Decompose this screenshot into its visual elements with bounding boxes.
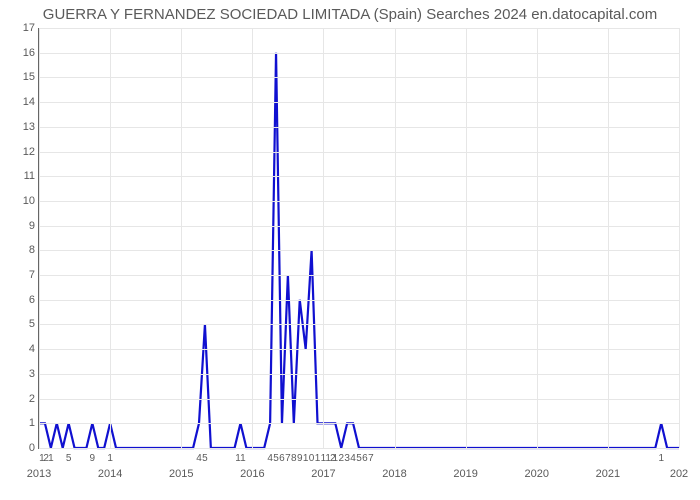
gridline-horizontal [39, 275, 679, 276]
y-tick-label: 9 [5, 220, 35, 232]
x-tick-minor-label: 5 [66, 453, 72, 464]
y-tick-label: 3 [5, 368, 35, 380]
gridline-horizontal [39, 399, 679, 400]
x-tick-minor-label: 3 [344, 453, 350, 464]
line-series-svg [39, 28, 679, 448]
gridline-horizontal [39, 201, 679, 202]
gridline-vertical [181, 28, 182, 448]
x-tick-minor-label: 1 [658, 453, 664, 464]
gridline-vertical [323, 28, 324, 448]
gridline-horizontal [39, 77, 679, 78]
gridline-vertical [39, 28, 40, 448]
gridline-vertical [537, 28, 538, 448]
gridline-horizontal [39, 127, 679, 128]
gridline-horizontal [39, 28, 679, 29]
chart-container: GUERRA Y FERNANDEZ SOCIEDAD LIMITADA (Sp… [0, 0, 700, 500]
x-tick-minor-label: 5 [356, 453, 362, 464]
x-tick-year-label: 202 [670, 468, 688, 480]
x-tick-minor-label: 1 [48, 453, 54, 464]
x-tick-year-label: 2013 [27, 468, 51, 480]
gridline-horizontal [39, 448, 679, 449]
gridline-horizontal [39, 226, 679, 227]
y-tick-label: 12 [5, 146, 35, 158]
gridline-vertical [252, 28, 253, 448]
y-tick-label: 7 [5, 269, 35, 281]
x-tick-year-label: 2016 [240, 468, 264, 480]
x-tick-year-label: 2014 [98, 468, 122, 480]
x-tick-minor-label: 7 [285, 453, 291, 464]
y-tick-label: 6 [5, 294, 35, 306]
plot-area: 0123456789101112131415161712159145114567… [38, 28, 679, 449]
gridline-horizontal [39, 423, 679, 424]
gridline-horizontal [39, 324, 679, 325]
x-tick-minor-label: 5 [202, 453, 208, 464]
gridline-vertical [679, 28, 680, 448]
y-tick-label: 8 [5, 244, 35, 256]
y-tick-label: 16 [5, 47, 35, 59]
chart-title: GUERRA Y FERNANDEZ SOCIEDAD LIMITADA (Sp… [0, 6, 700, 23]
x-tick-minor-label: 9 [297, 453, 303, 464]
gridline-horizontal [39, 374, 679, 375]
gridline-horizontal [39, 250, 679, 251]
y-tick-label: 10 [5, 195, 35, 207]
gridline-horizontal [39, 300, 679, 301]
x-tick-year-label: 2020 [525, 468, 549, 480]
y-tick-label: 17 [5, 22, 35, 34]
y-tick-label: 15 [5, 71, 35, 83]
gridline-horizontal [39, 152, 679, 153]
gridline-vertical [608, 28, 609, 448]
x-tick-year-label: 2015 [169, 468, 193, 480]
gridline-horizontal [39, 53, 679, 54]
x-tick-minor-label: 1 [303, 453, 309, 464]
gridline-vertical [466, 28, 467, 448]
x-tick-year-label: 2019 [453, 468, 477, 480]
y-tick-label: 11 [5, 170, 35, 182]
x-tick-minor-label: 6 [279, 453, 285, 464]
y-tick-label: 0 [5, 442, 35, 454]
x-tick-minor-label: 11 [235, 453, 245, 464]
x-tick-minor-label: 4 [350, 453, 356, 464]
x-tick-minor-label: 2 [338, 453, 344, 464]
y-tick-label: 2 [5, 393, 35, 405]
x-tick-year-label: 2018 [382, 468, 406, 480]
y-tick-label: 1 [5, 417, 35, 429]
x-tick-minor-label: 1 [315, 453, 321, 464]
y-tick-label: 14 [5, 96, 35, 108]
x-tick-year-label: 2017 [311, 468, 335, 480]
x-tick-minor-label: 1 [333, 453, 339, 464]
x-tick-minor-label: 4 [196, 453, 202, 464]
x-tick-minor-label: 9 [90, 453, 96, 464]
gridline-horizontal [39, 176, 679, 177]
x-tick-minor-label: 0 [309, 453, 315, 464]
gridline-horizontal [39, 102, 679, 103]
gridline-vertical [110, 28, 111, 448]
gridline-vertical [395, 28, 396, 448]
x-tick-minor-label: 1 [107, 453, 113, 464]
y-tick-label: 13 [5, 121, 35, 133]
gridline-horizontal [39, 349, 679, 350]
x-tick-minor-label: 5 [273, 453, 279, 464]
x-tick-minor-label: 4 [267, 453, 273, 464]
x-tick-minor-label: 8 [291, 453, 297, 464]
x-tick-minor-label: 7 [368, 453, 374, 464]
y-tick-label: 4 [5, 343, 35, 355]
x-tick-minor-label: 6 [362, 453, 368, 464]
x-tick-year-label: 2021 [596, 468, 620, 480]
y-tick-label: 5 [5, 318, 35, 330]
